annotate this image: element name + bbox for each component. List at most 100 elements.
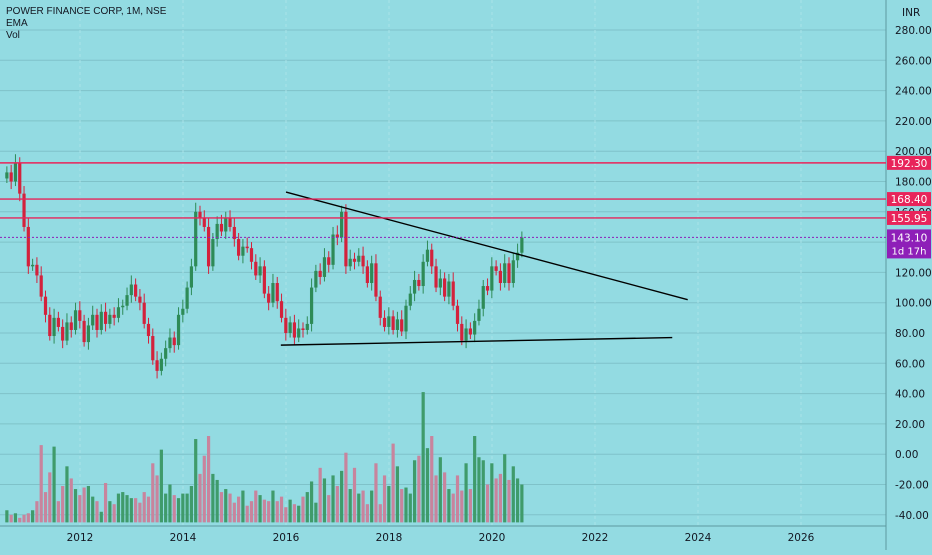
volume-bar[interactable] (357, 493, 361, 523)
volume-bar[interactable] (198, 473, 202, 523)
volume-bar[interactable] (468, 489, 472, 523)
volume-bar[interactable] (181, 493, 185, 523)
volume-bar[interactable] (211, 473, 215, 523)
candle-body[interactable] (194, 211, 198, 267)
candle-body[interactable] (511, 260, 515, 284)
candle-body[interactable] (159, 358, 163, 371)
candle-body[interactable] (443, 278, 447, 297)
candle-body[interactable] (202, 217, 206, 227)
candle-body[interactable] (331, 234, 335, 265)
volume-bar[interactable] (421, 392, 425, 523)
volume-bar[interactable] (65, 466, 69, 523)
candle-body[interactable] (43, 296, 48, 315)
candle-body[interactable] (322, 257, 327, 277)
candle-body[interactable] (99, 311, 103, 330)
candle-body[interactable] (425, 249, 430, 262)
volume-bar[interactable] (352, 467, 357, 523)
candle-body[interactable] (125, 295, 129, 306)
volume-bar[interactable] (430, 436, 434, 523)
candle-body[interactable] (78, 310, 82, 321)
candle-body[interactable] (292, 322, 297, 338)
candle-body[interactable] (103, 311, 108, 324)
volume-bar[interactable] (91, 496, 95, 523)
volume-bar[interactable] (56, 501, 60, 523)
candle-body[interactable] (284, 317, 288, 333)
volume-bar[interactable] (382, 475, 387, 523)
volume-bar[interactable] (262, 499, 266, 523)
candle-body[interactable] (515, 252, 520, 261)
volume-bar[interactable] (387, 486, 391, 523)
candle-body[interactable] (477, 308, 481, 321)
volume-bar[interactable] (365, 504, 369, 523)
candle-body[interactable] (288, 322, 292, 333)
volume-bar[interactable] (86, 486, 91, 523)
candle-body[interactable] (254, 261, 258, 276)
candle-body[interactable] (185, 287, 189, 309)
volume-bar[interactable] (515, 478, 520, 523)
volume-bar[interactable] (438, 457, 442, 523)
volume-bar[interactable] (61, 486, 65, 523)
candle-body[interactable] (348, 258, 352, 267)
volume-bar[interactable] (185, 493, 189, 523)
candle-body[interactable] (485, 286, 490, 291)
candle-body[interactable] (400, 319, 404, 332)
volume-bar[interactable] (189, 486, 194, 523)
symbol-title[interactable]: POWER FINANCE CORP, 1M, NSE (6, 6, 167, 17)
volume-bar[interactable] (35, 501, 39, 523)
candle-body[interactable] (245, 246, 249, 249)
volume-bar[interactable] (404, 487, 408, 523)
volume-bar[interactable] (305, 492, 309, 523)
volume-bar[interactable] (48, 472, 52, 523)
trendline[interactable] (280, 336, 673, 346)
candle-body[interactable] (365, 266, 369, 284)
volume-bar[interactable] (18, 517, 22, 523)
candle-body[interactable] (134, 284, 138, 297)
volume-bar[interactable] (103, 482, 108, 523)
candle-body[interactable] (490, 266, 494, 291)
volume-bar[interactable] (284, 507, 288, 523)
volume-bar[interactable] (125, 495, 129, 523)
volume-bar[interactable] (31, 510, 35, 523)
candle-body[interactable] (455, 305, 460, 324)
volume-bar[interactable] (142, 492, 146, 523)
volume-bar[interactable] (215, 479, 219, 523)
volume-bar[interactable] (477, 457, 481, 523)
volume-bar[interactable] (168, 484, 172, 523)
volume-bar[interactable] (297, 505, 301, 523)
volume-bar[interactable] (176, 498, 181, 523)
volume-bar[interactable] (108, 501, 112, 523)
candle-body[interactable] (121, 305, 125, 308)
candle-body[interactable] (318, 270, 322, 277)
candle-body[interactable] (219, 223, 224, 232)
volume-bar[interactable] (78, 495, 82, 523)
candle-body[interactable] (275, 283, 279, 302)
volume-bar[interactable] (52, 446, 56, 523)
volume-bar[interactable] (22, 514, 26, 523)
volume-bar[interactable] (490, 463, 494, 523)
volume-bar[interactable] (288, 499, 292, 523)
volume-bar[interactable] (134, 498, 138, 523)
volume-bar[interactable] (412, 460, 417, 523)
candle-body[interactable] (189, 266, 194, 288)
volume-bar[interactable] (473, 436, 477, 523)
volume-bar[interactable] (39, 445, 43, 523)
volume-bar[interactable] (146, 496, 151, 523)
candle-body[interactable] (91, 314, 95, 326)
volume-bar[interactable] (503, 454, 507, 523)
candle-body[interactable] (26, 226, 30, 267)
candle-body[interactable] (503, 263, 507, 284)
volume-bar[interactable] (172, 495, 176, 523)
candle-body[interactable] (82, 320, 86, 343)
ema-indicator-label[interactable]: EMA (6, 18, 28, 29)
candle-body[interactable] (224, 217, 228, 232)
candle-body[interactable] (327, 257, 331, 265)
volume-bar[interactable] (275, 501, 279, 523)
candle-body[interactable] (481, 286, 485, 309)
volume-bar[interactable] (395, 466, 400, 523)
candle-body[interactable] (108, 314, 112, 324)
volume-bar[interactable] (327, 495, 331, 523)
volume-bar[interactable] (331, 475, 335, 523)
candle-body[interactable] (340, 211, 344, 238)
candle-body[interactable] (361, 255, 365, 267)
